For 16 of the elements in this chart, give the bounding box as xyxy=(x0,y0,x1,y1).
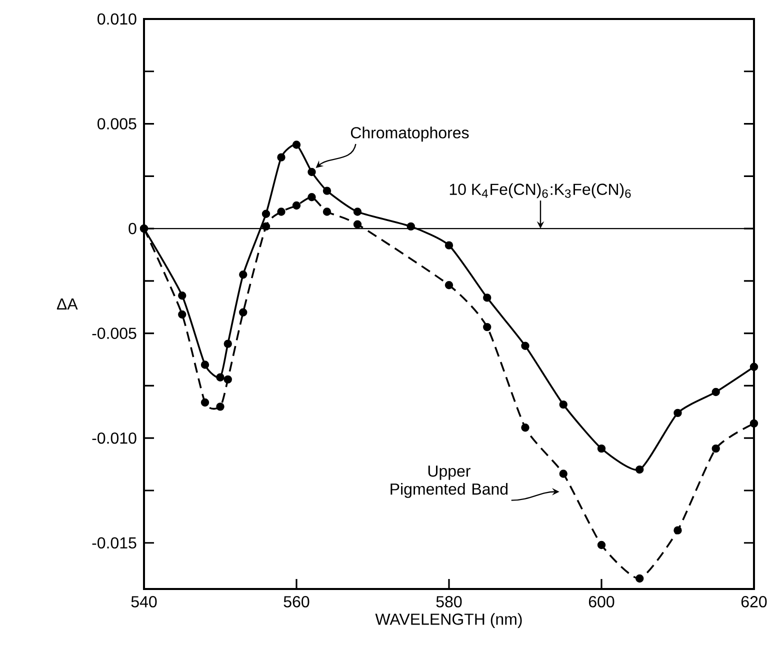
x-axis-title: WAVELENGTH (nm) xyxy=(375,613,522,628)
y-tick-label: 0.010 xyxy=(98,13,136,25)
x-tick-label: 560 xyxy=(284,596,310,608)
x-tick-label: 620 xyxy=(741,596,767,608)
y-tick-label: -0.005 xyxy=(92,328,136,339)
y-tick-label: -0.010 xyxy=(92,432,136,444)
y-tick-label: -0.015 xyxy=(92,537,136,549)
x-tick-label: 540 xyxy=(131,596,157,608)
x-tick-label: 580 xyxy=(436,596,462,608)
text: Upper Pigmented Band xyxy=(390,466,508,498)
y-tick-label: 0 xyxy=(128,222,136,234)
y-tick-label: 0.005 xyxy=(98,118,136,130)
text: Chromatophores xyxy=(350,126,469,142)
x-tick-label: 600 xyxy=(588,596,614,608)
y-axis-title: ΔA xyxy=(56,298,78,310)
ref-line-label: 10 K$_{4}$Fe(CN)$_{6}$:K$_{3}$Fe(CN)$_{6}$ xyxy=(450,183,631,198)
